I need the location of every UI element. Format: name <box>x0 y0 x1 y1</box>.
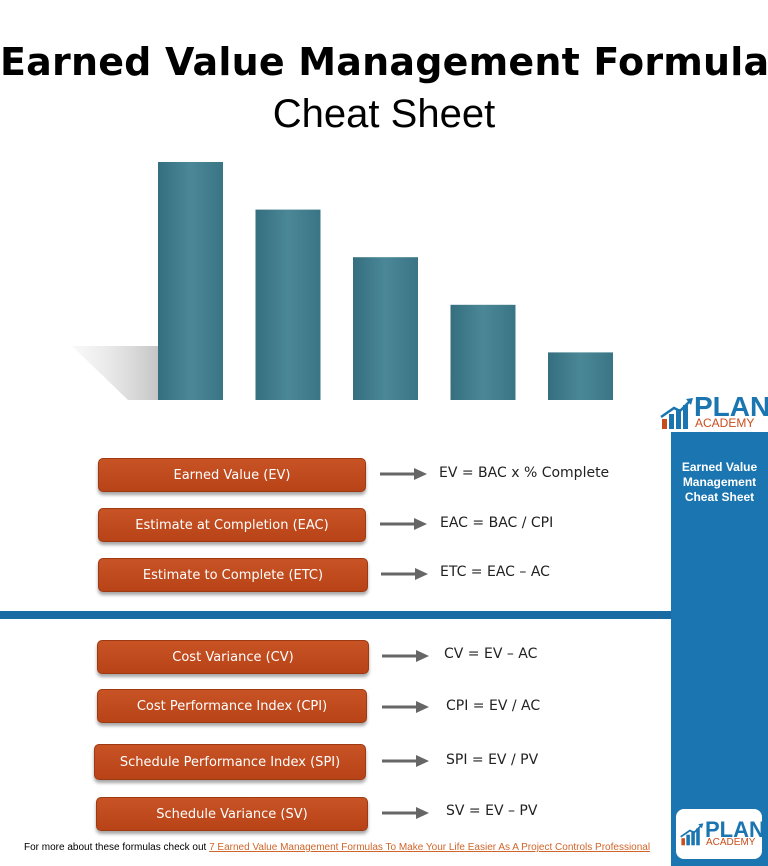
decorative-bar-illustration <box>72 162 613 400</box>
side-title-line: Cheat Sheet <box>684 490 755 504</box>
formula-cpi: CPI = EV / AC <box>446 698 541 714</box>
formula-label-cv: Cost Variance (CV) <box>97 640 369 674</box>
footer-text: For more about these formulas check out <box>24 842 207 853</box>
formula-spi: SPI = EV / PV <box>446 752 539 768</box>
formula-label-spi: Schedule Performance Index (SPI) <box>94 744 366 780</box>
plan-academy-logo: PLAN ACADEMY <box>658 391 768 431</box>
plan-academy-logo-card: PLAN ACADEMY <box>676 809 765 859</box>
decorative-bar <box>353 257 418 400</box>
footer: For more about these formulas check out … <box>24 842 650 853</box>
formula-eac: EAC = BAC / CPI <box>440 515 554 531</box>
logo-academy-text: ACADEMY <box>706 837 756 848</box>
decorative-bar <box>158 162 223 400</box>
formula-sv: SV = EV – PV <box>446 803 538 819</box>
logo-plan-text: PLAN <box>694 391 768 422</box>
footer-article-link[interactable]: 7 Earned Value Management Formulas To Ma… <box>209 842 651 853</box>
bar-shadow <box>72 346 160 400</box>
decorative-bar <box>450 304 516 400</box>
arrow-icon <box>382 755 429 767</box>
formula-label-cpi: Cost Performance Index (CPI) <box>97 689 367 723</box>
logo-plan-text: PLAN <box>705 817 765 842</box>
formula-label-ev: Earned Value (EV) <box>98 458 366 492</box>
side-panel: Earned Value Management Cheat Sheet <box>671 432 768 866</box>
section-divider <box>0 611 672 619</box>
formula-cv: CV = EV – AC <box>444 646 538 662</box>
side-title-line: Earned Value <box>681 460 758 474</box>
bar-chart-arrow-icon <box>660 398 693 429</box>
decorative-bar <box>548 352 613 400</box>
formula-etc: ETC = EAC – AC <box>440 564 550 580</box>
decorative-bar <box>255 209 321 400</box>
arrow-icon <box>382 807 429 819</box>
arrow-icon <box>382 650 429 662</box>
page-title: Earned Value Management Formulas <box>0 40 768 84</box>
arrow-icon <box>380 518 427 530</box>
side-panel-title: Earned Value Management Cheat Sheet <box>671 460 768 505</box>
formula-label-etc: Estimate to Complete (ETC) <box>98 558 368 592</box>
formula-label-eac: Estimate at Completion (EAC) <box>98 508 366 542</box>
logo-academy-text: ACADEMY <box>695 416 755 430</box>
arrow-icon <box>381 568 428 580</box>
arrow-icon <box>382 701 429 713</box>
formula-ev: EV = BAC x % Complete <box>439 465 610 481</box>
arrow-icon <box>380 468 427 480</box>
page-subtitle: Cheat Sheet <box>272 92 496 136</box>
bar-chart-arrow-icon <box>680 823 704 846</box>
side-title-line: Management <box>682 475 757 489</box>
formula-label-sv: Schedule Variance (SV) <box>96 797 368 831</box>
